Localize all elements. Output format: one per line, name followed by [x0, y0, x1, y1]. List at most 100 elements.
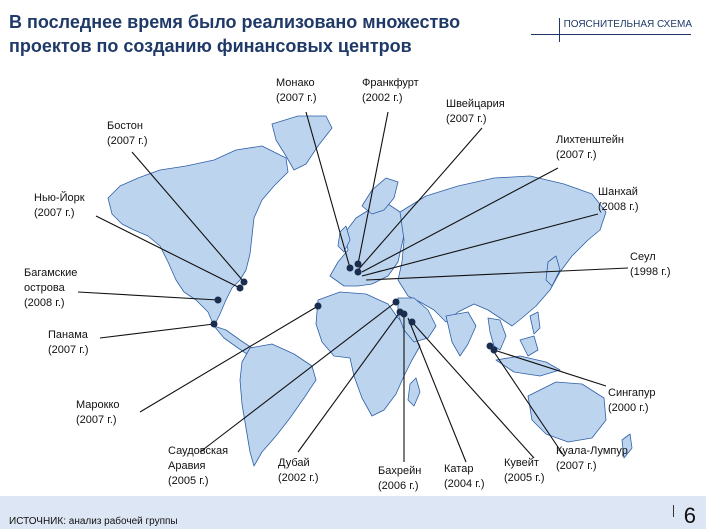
label-dubai-name: Дубай [278, 457, 310, 469]
marker-monaco [346, 264, 354, 272]
label-kualalumpur: Куала-Лумпур (2007 г.) [556, 444, 628, 474]
label-liechtenstein: Лихтенштейн (2007 г.) [556, 133, 624, 163]
leader-dubai [297, 311, 401, 453]
leader-monaco [305, 111, 351, 269]
label-bahrain-name: Бахрейн [378, 465, 422, 477]
indonesia-landmass [495, 355, 561, 377]
label-seoul-name: Сеул [630, 251, 656, 263]
label-saudi-name: Саудовская [168, 445, 229, 457]
marker-switzerland [354, 268, 362, 276]
label-dubai-year: (2002 г.) [278, 472, 319, 484]
label-qatar: Катар (2004 г.) [444, 462, 485, 492]
label-saudi: Саудовская Аравия (2005 г.) [168, 444, 228, 489]
madagascar-landmass [407, 377, 421, 407]
label-newyork: Нью-Йорк (2007 г.) [34, 191, 85, 221]
label-boston: Бостон (2007 г.) [107, 119, 148, 149]
africa-landmass [315, 291, 421, 417]
label-kuwait-name: Кувейт [504, 457, 539, 469]
leader-boston [131, 151, 245, 283]
label-singapore: Сингапур (2000 г.) [608, 386, 656, 416]
marker-morocco [314, 302, 322, 310]
footer-bar [0, 496, 706, 529]
label-seoul: Сеул (1998 г.) [630, 250, 671, 280]
label-boston-name: Бостон [107, 120, 143, 132]
marker-panama [210, 320, 218, 328]
label-newyork-year: (2007 г.) [34, 207, 75, 219]
leader-saudi [199, 301, 397, 453]
label-switzerland-name: Швейцария [446, 98, 505, 110]
label-monaco-name: Монако [276, 77, 315, 89]
label-liechtenstein-name: Лихтенштейн [556, 134, 624, 146]
label-panama: Панама (2007 г.) [48, 328, 89, 358]
marker-bahamas [214, 296, 222, 304]
borneo-landmass [519, 335, 539, 357]
label-liechtenstein-year: (2007 г.) [556, 149, 597, 161]
diagram-type-tag: ПОЯСНИТЕЛЬНАЯ СХЕМА [558, 18, 692, 42]
label-switzerland: Швейцария (2007 г.) [446, 97, 505, 127]
label-saudi-year: (2005 г.) [168, 475, 209, 487]
marker-frankfurt [354, 260, 362, 268]
label-newyork-name: Нью-Йорк [34, 192, 85, 204]
label-kuwait-year: (2005 г.) [504, 472, 545, 484]
label-morocco-name: Марокко [76, 399, 120, 411]
label-seoul-year: (1998 г.) [630, 266, 671, 278]
marker-bahrain [400, 310, 408, 318]
label-bahrain: Бахрейн (2006 г.) [378, 464, 421, 494]
leader-panama [99, 323, 215, 339]
leader-shanghai [361, 213, 599, 277]
callout-lines [77, 111, 629, 463]
marker-newyork [236, 284, 244, 292]
label-bahamas: Багамские острова (2008 г.) [24, 266, 77, 311]
label-singapore-year: (2000 г.) [608, 402, 649, 414]
uk-landmass [337, 225, 351, 253]
label-bahamas-name: Багамские [24, 267, 78, 279]
label-kualalumpur-year: (2007 г.) [556, 460, 597, 472]
leader-frankfurt [357, 111, 389, 265]
leader-singapore [493, 349, 607, 387]
label-bahrain-year: (2006 г.) [378, 480, 419, 492]
marker-singapore [490, 346, 498, 354]
australia-landmass [527, 381, 607, 443]
leader-seoul [365, 267, 629, 281]
label-shanghai-name: Шанхай [598, 186, 638, 198]
south-america-landmass [239, 343, 317, 467]
label-frankfurt-year: (2002 г.) [362, 92, 403, 104]
leader-liechtenstein [361, 167, 559, 273]
new-zealand-landmass [621, 433, 633, 459]
greenland-landmass [271, 115, 333, 171]
label-singapore-name: Сингапур [608, 387, 656, 399]
label-kuwait: Кувейт (2005 г.) [504, 456, 545, 486]
southeast-asia-landmass [487, 317, 507, 351]
label-shanghai-year: (2008 г.) [598, 201, 639, 213]
label-dubai: Дубай (2002 г.) [278, 456, 319, 486]
marker-kuwait [408, 318, 416, 326]
label-kualalumpur-name: Куала-Лумпур [556, 445, 628, 457]
label-switzerland-year: (2007 г.) [446, 113, 487, 125]
india-landmass [445, 311, 477, 357]
label-bahamas-year: (2008 г.) [24, 297, 65, 309]
label-shanghai: Шанхай (2008 г.) [598, 185, 639, 215]
page-number: 6 [683, 503, 696, 528]
source-note: ИСТОЧНИК: анализ рабочей группы [9, 516, 178, 527]
label-boston-year: (2007 г.) [107, 135, 148, 147]
tag-underline [531, 34, 691, 35]
page-number-divider [673, 505, 674, 517]
world-map [77, 111, 633, 467]
leader-morocco [139, 305, 319, 413]
city-markers [210, 260, 498, 354]
label-saudi-name2: Аравия [168, 460, 206, 472]
leader-qatar [407, 317, 467, 463]
label-frankfurt: Франкфурт (2002 г.) [362, 76, 419, 106]
leader-bahamas [77, 291, 219, 301]
leader-kualalumpur [489, 345, 565, 457]
marker-boston [240, 278, 248, 286]
philippines-landmass [529, 311, 541, 335]
label-monaco: Монако (2007 г.) [276, 76, 317, 106]
marker-saudi [392, 298, 400, 306]
label-bahamas-name2: острова [24, 282, 65, 294]
leader-newyork [95, 215, 241, 289]
label-morocco-year: (2007 г.) [76, 414, 117, 426]
leader-switzerland [357, 127, 483, 271]
label-panama-year: (2007 г.) [48, 344, 89, 356]
label-morocco: Марокко (2007 г.) [76, 398, 120, 428]
